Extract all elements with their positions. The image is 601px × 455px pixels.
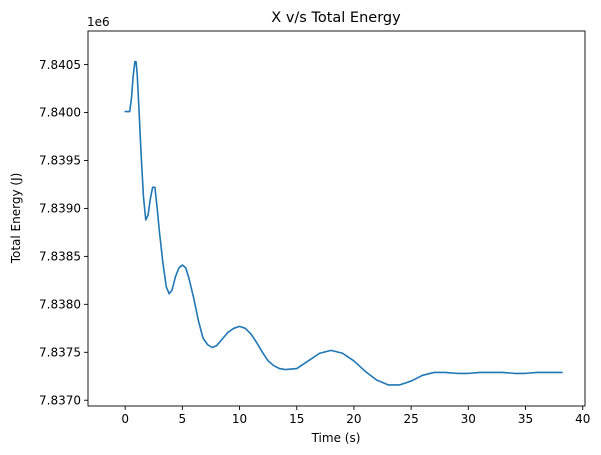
x-tick-label: 10 [232,412,247,426]
y-tick-label: 7.8380 [39,298,81,312]
y-tick-label: 7.8395 [39,154,81,168]
x-tick-label: 30 [461,412,476,426]
y-tick-label: 7.8405 [39,58,81,72]
y-tick-label: 7.8370 [39,393,81,407]
x-tick-label: 40 [575,412,590,426]
x-tick-label: 0 [121,412,129,426]
y-axis-offset-label: 1e6 [87,15,110,29]
series-line-0 [124,60,563,386]
y-tick-label: 7.8385 [39,250,81,264]
chart-title: X v/s Total Energy [271,10,401,26]
axes-frame [87,30,586,407]
y-tick-label: 7.8390 [39,202,81,216]
x-axis-label: Time (s) [311,431,361,445]
x-tick-label: 35 [518,412,533,426]
y-axis-label: Total Energy (J) [9,173,23,265]
plot-area: 0 5 10 15 20 25 30 35 40 7.8370 7.8375 7.8380 7.8385… [39,30,590,426]
x-tick-label: 15 [289,412,304,426]
y-tick-label: 7.8400 [39,106,81,120]
x-tick-label: 20 [346,412,361,426]
x-tick-label: 25 [403,412,418,426]
x-tick-label: 5 [179,412,187,426]
y-tick-label: 7.8375 [39,345,81,359]
